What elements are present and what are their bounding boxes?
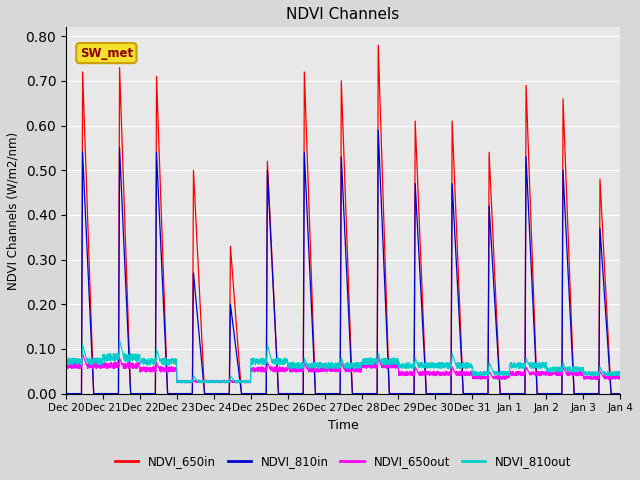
NDVI_650out: [79, 350, 86, 356]
NDVI_650in: [546, 391, 554, 396]
Legend: NDVI_650in, NDVI_810in, NDVI_650out, NDVI_810out: NDVI_650in, NDVI_810in, NDVI_650out, NDV…: [110, 451, 576, 473]
NDVI_810in: [374, 127, 382, 133]
Line: NDVI_650in: NDVI_650in: [66, 45, 620, 394]
X-axis label: Time: Time: [328, 419, 358, 432]
NDVI_650out: [221, 380, 229, 386]
NDVI_650in: [616, 391, 624, 396]
NDVI_650in: [125, 347, 133, 353]
NDVI_810out: [116, 337, 124, 343]
NDVI_650out: [62, 363, 70, 369]
NDVI_650in: [299, 391, 307, 396]
NDVI_810in: [62, 391, 70, 396]
NDVI_650out: [275, 365, 283, 371]
NDVI_650out: [605, 376, 613, 382]
NDVI_650in: [275, 391, 282, 396]
NDVI_650out: [546, 369, 554, 374]
NDVI_810in: [546, 391, 554, 396]
NDVI_650out: [616, 376, 624, 382]
Line: NDVI_810out: NDVI_810out: [66, 340, 620, 383]
NDVI_810out: [245, 380, 253, 386]
NDVI_650in: [62, 391, 70, 396]
Title: NDVI Channels: NDVI Channels: [287, 7, 399, 22]
NDVI_650out: [299, 364, 307, 370]
Text: SW_met: SW_met: [80, 47, 133, 60]
NDVI_810in: [158, 270, 166, 276]
NDVI_650out: [159, 366, 166, 372]
NDVI_810out: [605, 370, 613, 376]
NDVI_810in: [605, 366, 613, 372]
NDVI_810in: [125, 358, 133, 364]
NDVI_810out: [299, 365, 307, 371]
NDVI_810in: [275, 391, 282, 396]
NDVI_810out: [62, 358, 70, 363]
Y-axis label: NDVI Channels (W/m2/nm): NDVI Channels (W/m2/nm): [7, 132, 20, 289]
NDVI_810out: [616, 369, 624, 374]
NDVI_650out: [125, 361, 133, 367]
NDVI_810in: [616, 391, 624, 396]
NDVI_650in: [605, 359, 613, 364]
NDVI_650in: [374, 42, 382, 48]
Line: NDVI_650out: NDVI_650out: [66, 353, 620, 383]
NDVI_810out: [159, 356, 166, 362]
NDVI_650in: [158, 232, 166, 238]
NDVI_810out: [275, 357, 283, 363]
NDVI_810in: [299, 391, 307, 396]
Line: NDVI_810in: NDVI_810in: [66, 130, 620, 394]
NDVI_810out: [546, 367, 554, 373]
NDVI_810out: [125, 357, 133, 362]
